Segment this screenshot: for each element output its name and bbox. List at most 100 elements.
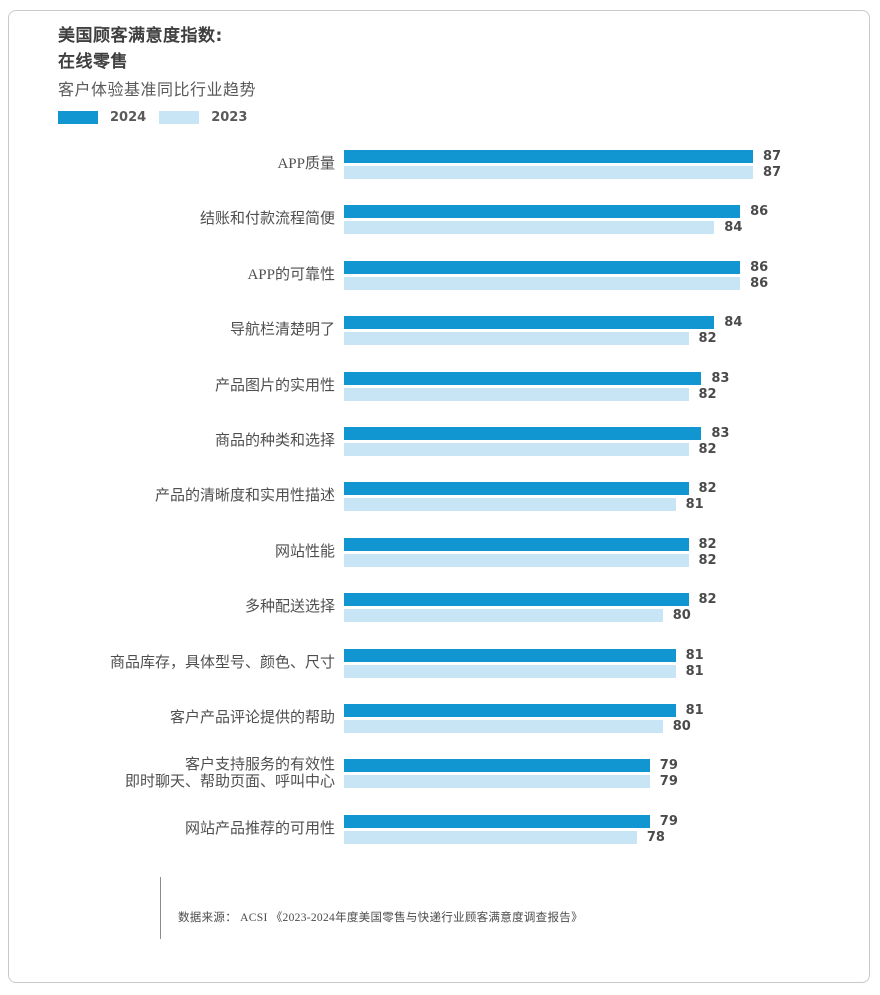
category-label: 客户产品评论提供的帮助: [9, 704, 344, 733]
bar-line-2023: 82: [344, 386, 869, 402]
chart-row: 网站性能 82 82: [9, 537, 869, 593]
bar-pair: 79 79: [344, 759, 869, 791]
bar-value-2024: 83: [711, 370, 730, 386]
bar-value-2024: 84: [724, 315, 743, 331]
bar-line-2023: 78: [344, 829, 869, 845]
category-label: 网站性能: [9, 538, 344, 567]
bar-line-2023: 81: [344, 497, 869, 513]
category-label: APP的可靠性: [9, 261, 344, 290]
category-label-line: 网站产品推荐的可用性: [184, 820, 335, 837]
bar-line-2023: 80: [344, 608, 869, 624]
bar-value-2023: 80: [672, 608, 691, 624]
bar-2024: [344, 316, 715, 330]
source-text: 数据来源： ACSI 《2023-2024年度美国零售与快递行业顾客满意度调查报…: [178, 912, 583, 924]
chart-row: 商品库存，具体型号、颜色、尺寸 81 81: [9, 648, 869, 704]
category-label-line: 即时聊天、帮助页面、呼叫中心: [124, 773, 335, 790]
bar-line-2024: 83: [344, 425, 869, 441]
bar-line-2024: 79: [344, 758, 869, 774]
bar-2024: [344, 426, 702, 440]
bar-chart: APP质量 87 87 结账和付款流程简便 86 84 APP的可靠性 86 86 导航栏清楚明了…: [9, 150, 869, 870]
bar-line-2024: 79: [344, 814, 869, 828]
chart-row: APP质量 87 87: [9, 150, 869, 205]
bar-line-2024: 82: [344, 592, 869, 608]
bar-line-2023: 87: [344, 166, 869, 179]
chart-title-line2: 在线零售: [58, 52, 128, 72]
bar-pair: 86 84: [344, 205, 869, 237]
chart-header: 美国顾客满意度指数: 在线零售 客户体验基准同比行业趋势: [58, 23, 256, 102]
bar-line-2024: 87: [344, 150, 869, 163]
chart-subtitle: 客户体验基准同比行业趋势: [58, 80, 257, 99]
category-label-line: 商品的种类和选择: [214, 432, 335, 449]
bar-value-2024: 82: [698, 592, 717, 608]
bar-2023: [344, 276, 741, 290]
category-label-line: 商品库存，具体型号、颜色、尺寸: [109, 654, 335, 671]
bar-2023: [344, 498, 676, 512]
bar-2024: [344, 205, 741, 219]
legend-label-2024: 2024: [110, 110, 147, 125]
bar-value-2023: 82: [698, 552, 717, 568]
legend-label-2023: 2023: [211, 110, 248, 125]
bar-value-2023: 82: [698, 441, 717, 457]
bar-value-2024: 86: [750, 204, 769, 220]
legend-item-2023: 2023: [159, 110, 247, 125]
bar-line-2024: 82: [344, 482, 869, 496]
bar-2023: [344, 664, 676, 678]
bar-line-2023: 81: [344, 663, 869, 679]
bar-value-2023: 78: [646, 829, 665, 845]
bar-value-2023: 82: [698, 331, 717, 347]
chart-row: 商品的种类和选择 83 82: [9, 425, 869, 482]
category-label: 客户支持服务的有效性 即时聊天、帮助页面、呼叫中心: [9, 757, 344, 790]
chart-row: 客户支持服务的有效性 即时聊天、帮助页面、呼叫中心 79 79: [9, 757, 869, 814]
chart-row: 网站产品推荐的可用性 79 78: [9, 814, 869, 870]
bar-line-2024: 81: [344, 648, 869, 662]
bar-pair: 81 81: [344, 648, 869, 681]
chart-card: 美国顾客满意度指数: 在线零售 客户体验基准同比行业趋势 2024 2023 AP…: [8, 10, 870, 983]
bar-line-2024: 83: [344, 370, 869, 386]
chart-row: 导航栏清楚明了 84 82: [9, 316, 869, 371]
category-label: 多种配送选择: [9, 593, 344, 622]
bar-line-2023: 79: [344, 774, 869, 790]
category-label-line: 产品的清晰度和实用性描述: [154, 488, 335, 505]
bar-value-2023: 86: [750, 275, 769, 291]
bar-2024: [344, 537, 689, 551]
chart-row: 结账和付款流程简便 86 84: [9, 205, 869, 260]
bar-value-2023: 82: [698, 386, 717, 402]
bar-value-2023: 81: [685, 497, 704, 513]
bar-2023: [344, 387, 689, 401]
bar-2024: [344, 260, 741, 274]
bar-2023: [344, 221, 715, 235]
bar-line-2024: 86: [344, 260, 869, 274]
category-label-line: 产品图片的实用性: [214, 377, 335, 394]
bar-2023: [344, 553, 689, 567]
category-label: 结账和付款流程简便: [9, 205, 344, 234]
bar-value-2023: 81: [685, 663, 704, 679]
bar-2024: [344, 150, 753, 163]
bar-pair: 86 86: [344, 260, 869, 293]
bar-pair: 79 78: [344, 814, 869, 847]
bar-2024: [344, 759, 650, 773]
bar-pair: 83 82: [344, 370, 869, 404]
category-label: 产品的清晰度和实用性描述: [9, 482, 344, 511]
chart-row: 多种配送选择 82 80: [9, 593, 869, 648]
bar-line-2023: 82: [344, 552, 869, 568]
category-label: 商品库存，具体型号、颜色、尺寸: [9, 649, 344, 678]
bar-line-2024: 82: [344, 537, 869, 551]
bar-value-2024: 83: [711, 425, 730, 441]
bar-2023: [344, 442, 689, 456]
bar-value-2023: 84: [724, 220, 743, 236]
bar-value-2024: 79: [659, 758, 678, 774]
bar-2024: [344, 371, 702, 385]
bar-line-2023: 80: [344, 719, 869, 733]
bar-value-2023: 87: [763, 165, 782, 180]
bar-value-2024: 81: [685, 702, 704, 718]
bar-line-2024: 84: [344, 315, 869, 331]
category-label-line: 导航栏清楚明了: [229, 322, 335, 339]
chart-row: 客户产品评论提供的帮助 81 80: [9, 702, 869, 759]
chart-row: APP的可靠性 86 86: [9, 260, 869, 316]
legend-swatch-2023: [159, 111, 200, 124]
bar-line-2023: 84: [344, 220, 869, 236]
legend-item-2024: 2024: [58, 110, 146, 125]
bar-value-2023: 79: [659, 774, 678, 790]
bar-line-2024: 86: [344, 204, 869, 220]
category-label-line: 多种配送选择: [244, 599, 335, 616]
